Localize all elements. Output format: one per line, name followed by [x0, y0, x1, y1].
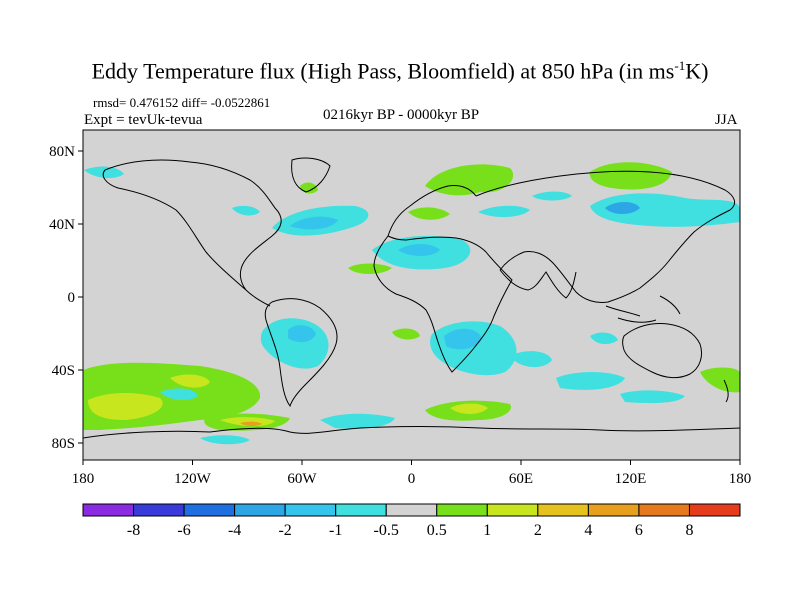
- colorbar-level-label: -4: [227, 522, 242, 539]
- colorbar-level-label: 6: [634, 522, 643, 539]
- negative-region-southern-africa-core: [444, 328, 482, 350]
- coastline-north-america: [102, 159, 282, 307]
- colorbar-level-label: 1: [483, 522, 492, 539]
- coastline-australia: [622, 323, 703, 379]
- colorbar-level-label: -2: [278, 522, 292, 539]
- negative-region-sahara-core: [398, 244, 440, 256]
- colorbar-swatch: [284, 503, 337, 517]
- flux-field: [83, 162, 740, 445]
- coastline-antarctica: [83, 426, 740, 439]
- negative-region-south-indian: [556, 372, 625, 390]
- y-tick-40s: 40S: [52, 363, 75, 379]
- colorbar-level-label: -0.5: [373, 522, 399, 539]
- colorbar-swatch: [183, 503, 236, 517]
- negative-region-antarctic-pacific-small: [160, 388, 198, 401]
- positive-region-scandinavia-south: [408, 207, 450, 220]
- positive-region-north-africa-west: [348, 263, 392, 274]
- x-tick-60w: 60W: [287, 471, 317, 487]
- season-label: JJA: [715, 112, 738, 128]
- colorbar-level-label: -6: [177, 522, 191, 539]
- coastline-southeast-asia-islands: [605, 295, 681, 323]
- coastline-eurasia: [475, 170, 736, 303]
- colorbar-swatch: [385, 503, 438, 517]
- positive-region-greenland: [300, 182, 318, 194]
- colorbar-swatch: [436, 503, 488, 517]
- colorbar-swatch: [537, 503, 589, 517]
- y-tick-80n: 80N: [49, 144, 75, 160]
- negative-region-north-atlantic-core: [290, 216, 338, 230]
- negative-region-antarctic-coast: [200, 435, 250, 445]
- positive-region-tropical-atlantic: [392, 328, 420, 340]
- negative-region-south-indian-west: [510, 351, 552, 368]
- x-tick-180-east: 180: [729, 471, 752, 487]
- colorbar-swatch: [133, 503, 185, 517]
- coastline-europe-africa: [373, 185, 513, 373]
- negative-region-southern-ocean-east: [620, 390, 685, 404]
- colorbar-swatch: [486, 503, 539, 517]
- title-main: Eddy Temperature flux (High Pass, Bloomf…: [91, 58, 675, 84]
- coastline-south-america: [264, 298, 338, 408]
- y-tick-80s: 80S: [52, 436, 75, 452]
- positive-region-south-atlantic-yellow: [450, 403, 488, 414]
- x-tick-0: 0: [408, 471, 416, 487]
- colorbar-level-label: -1: [329, 522, 343, 539]
- y-tick-0: 0: [68, 290, 76, 306]
- negative-region-hudson-bay: [232, 205, 260, 216]
- negative-region-southern-ocean: [320, 413, 395, 429]
- title-unit-end: K): [685, 58, 709, 84]
- colorbar-level-label: 8: [685, 522, 694, 539]
- coastline-arabia-india: [499, 269, 577, 299]
- positive-region-antarctic-orange: [240, 421, 262, 427]
- colorbar-swatch: [587, 503, 640, 517]
- colorbar-level-label: 2: [533, 522, 542, 539]
- coastline-greenland: [291, 157, 331, 193]
- experiment-label: Expt = tevUk-tevua: [84, 112, 203, 128]
- period-label: 0216kyr BP - 0000kyr BP: [323, 107, 480, 123]
- colorbar-swatch: [234, 503, 286, 517]
- colorbar-level-label: 0.5: [426, 522, 447, 539]
- negative-region-siberia: [532, 191, 572, 201]
- positive-region-north-atlantic-arctic: [425, 164, 514, 196]
- colorbar-swatch: [638, 503, 690, 517]
- y-axis-labels: 80N 40N 0 40S 80S: [49, 144, 75, 452]
- negative-region-australia-west: [590, 332, 618, 345]
- positive-region-south-pacific-yellow-2: [170, 374, 210, 388]
- colorbar-level-label: -8: [126, 522, 141, 539]
- negative-region-central-asia: [478, 205, 530, 218]
- negative-region-south-america-core: [288, 325, 316, 343]
- positive-region-south-indian: [700, 367, 740, 393]
- coastlines: [83, 157, 740, 439]
- colorbar-swatch: [335, 503, 387, 517]
- colorbar-swatch: [82, 503, 135, 517]
- title-superscript: -1: [674, 58, 686, 73]
- colorbar-level-label: 4: [584, 522, 593, 539]
- figure-title: Eddy Temperature flux (High Pass, Bloomf…: [0, 58, 800, 84]
- axis-ticks: [78, 150, 741, 465]
- x-tick-60e: 60E: [509, 471, 533, 487]
- negative-region-north-pacific: [590, 193, 740, 227]
- colorbar: [82, 503, 741, 517]
- x-tick-180-west: 180: [72, 471, 95, 487]
- negative-region-north-pacific-core: [605, 202, 640, 214]
- x-tick-120e: 120E: [615, 471, 647, 487]
- positive-region-south-pacific-yellow: [88, 393, 163, 420]
- colorbar-swatch: [688, 503, 741, 517]
- x-axis-labels: 180 120W 60W 0 60E 120E 180: [72, 471, 752, 487]
- positive-region-north-pacific-east: [589, 162, 672, 190]
- y-tick-40n: 40N: [49, 217, 75, 233]
- coastline-new-zealand: [723, 379, 729, 403]
- x-tick-120w: 120W: [174, 471, 212, 487]
- rmsd-diff-stats: rmsd= 0.476152 diff= -0.0522861: [93, 95, 271, 110]
